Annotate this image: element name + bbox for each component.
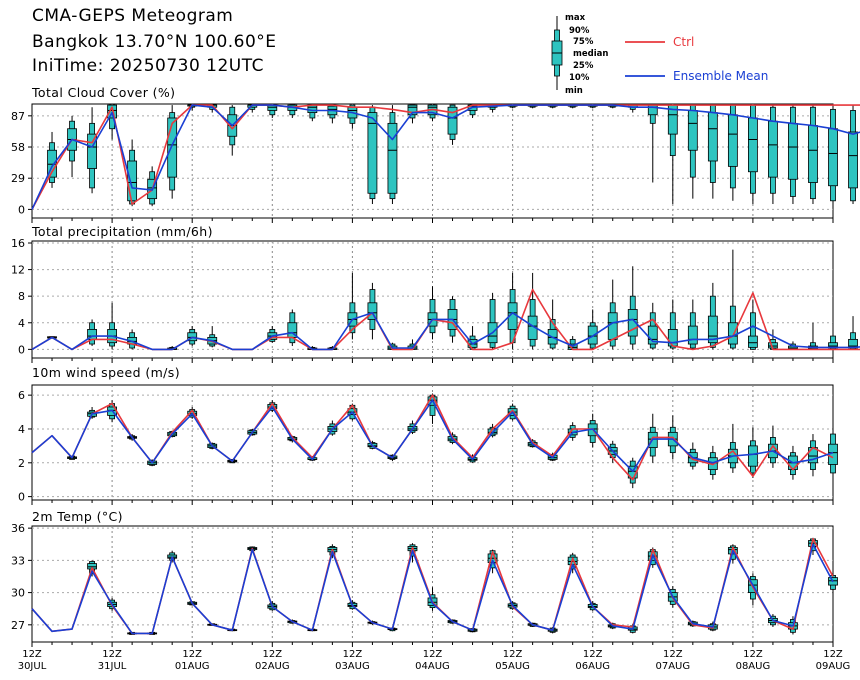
x-tick-label-date: 03AUG: [335, 661, 370, 672]
box-inner: [627, 309, 638, 337]
box-inner: [727, 322, 738, 345]
legend-box-label: 75%: [573, 37, 594, 47]
box-inner: [127, 160, 138, 202]
x-tick-label-date: 30JUL: [18, 661, 47, 672]
x-tick-label-date: 09AUG: [816, 661, 851, 672]
x-tick-label-date: 05AUG: [495, 661, 530, 672]
y-tick-label: 6: [18, 389, 25, 402]
y-tick-label: 27: [11, 619, 25, 632]
panel-title: 2m Temp (°C): [32, 509, 123, 524]
box-inner: [647, 325, 658, 345]
box-inner: [607, 312, 618, 340]
ensemble-mean-line: [31, 399, 834, 473]
y-tick-label: 0: [18, 491, 25, 504]
x-tick-label-hour: 12Z: [182, 649, 202, 660]
y-tick-label: 29: [11, 172, 25, 185]
x-tick-label-hour: 12Z: [263, 649, 283, 660]
y-tick-label: 87: [11, 110, 25, 123]
box-inner: [687, 325, 698, 345]
y-tick-label: 58: [11, 141, 25, 154]
box-inner: [667, 329, 678, 347]
legend-line-label: Ensemble Mean: [673, 69, 768, 83]
box-inner: [87, 133, 97, 169]
x-tick-label-hour: 12Z: [423, 649, 443, 660]
box-inner: [367, 302, 378, 320]
x-tick-label-hour: 12Z: [22, 649, 42, 660]
chart-title: CMA-GEPS Meteogram: [32, 6, 234, 26]
y-tick-label: 8: [18, 290, 25, 303]
panel-title: Total Cloud Cover (%): [31, 85, 175, 100]
box-inner: [808, 125, 818, 183]
box-inner: [828, 128, 838, 187]
x-tick-label-hour: 12Z: [343, 649, 363, 660]
y-tick-label: 0: [18, 203, 25, 216]
y-tick-label: 36: [11, 522, 25, 535]
box-inner: [167, 117, 178, 178]
box-inner: [447, 106, 458, 135]
y-tick-label: 0: [18, 343, 25, 356]
x-tick-label-hour: 12Z: [583, 649, 603, 660]
init-time-label: IniTime: 20250730 12UTC: [32, 56, 265, 76]
legend-line-label: Ctrl: [673, 35, 694, 49]
panel-title: 10m wind speed (m/s): [32, 365, 180, 380]
box-outer: [750, 312, 756, 350]
y-tick-label: 4: [18, 423, 25, 436]
box-inner: [387, 122, 398, 194]
x-tick-label-hour: 12Z: [743, 649, 763, 660]
y-tick-label: 30: [11, 587, 25, 600]
legend-box-label: max: [565, 13, 586, 23]
ensemble-mean-line: [31, 311, 860, 351]
y-tick-label: 4: [18, 317, 25, 330]
y-tick-label: 2: [18, 457, 25, 470]
box-inner: [107, 104, 117, 119]
y-tick-label: 12: [11, 264, 25, 277]
box-inner: [748, 117, 758, 173]
box-inner: [788, 122, 798, 180]
x-tick-label-hour: 12Z: [503, 649, 523, 660]
x-tick-label-date: 06AUG: [575, 661, 610, 672]
legend-box-label: min: [565, 86, 583, 96]
y-tick-label: 33: [11, 554, 25, 567]
location-label: Bangkok 13.70°N 100.60°E: [32, 32, 277, 52]
x-tick-label-hour: 12Z: [102, 649, 122, 660]
x-tick-label-date: 07AUG: [655, 661, 690, 672]
box-inner: [587, 325, 598, 345]
y-tick-label: 16: [11, 237, 25, 250]
x-tick-label-date: 08AUG: [736, 661, 771, 672]
x-tick-label-date: 02AUG: [255, 661, 290, 672]
panel-title: Total precipitation (mm/6h): [31, 224, 213, 239]
x-tick-label-date: 04AUG: [415, 661, 450, 672]
box-inner: [727, 114, 738, 167]
x-tick-label-date: 01AUG: [175, 661, 210, 672]
legend-box-label: 10%: [569, 73, 590, 83]
x-tick-label-hour: 12Z: [823, 649, 843, 660]
x-tick-label-date: 31JUL: [98, 661, 127, 672]
box-inner: [367, 112, 378, 194]
box-inner: [748, 335, 758, 348]
box-inner: [848, 131, 858, 189]
box-inner: [687, 110, 698, 151]
box-inner: [768, 120, 778, 178]
x-tick-label-hour: 12Z: [663, 649, 683, 660]
legend-box-label: 90%: [569, 26, 590, 36]
box-inner: [407, 104, 418, 116]
box-inner: [748, 445, 758, 467]
ensemble-mean-line: [31, 104, 860, 210]
box-inner: [707, 315, 718, 344]
box-inner: [707, 112, 718, 162]
legend-box-label: 25%: [573, 61, 594, 71]
ensemble-mean-line: [31, 543, 834, 635]
legend-box-label: median: [573, 49, 608, 59]
